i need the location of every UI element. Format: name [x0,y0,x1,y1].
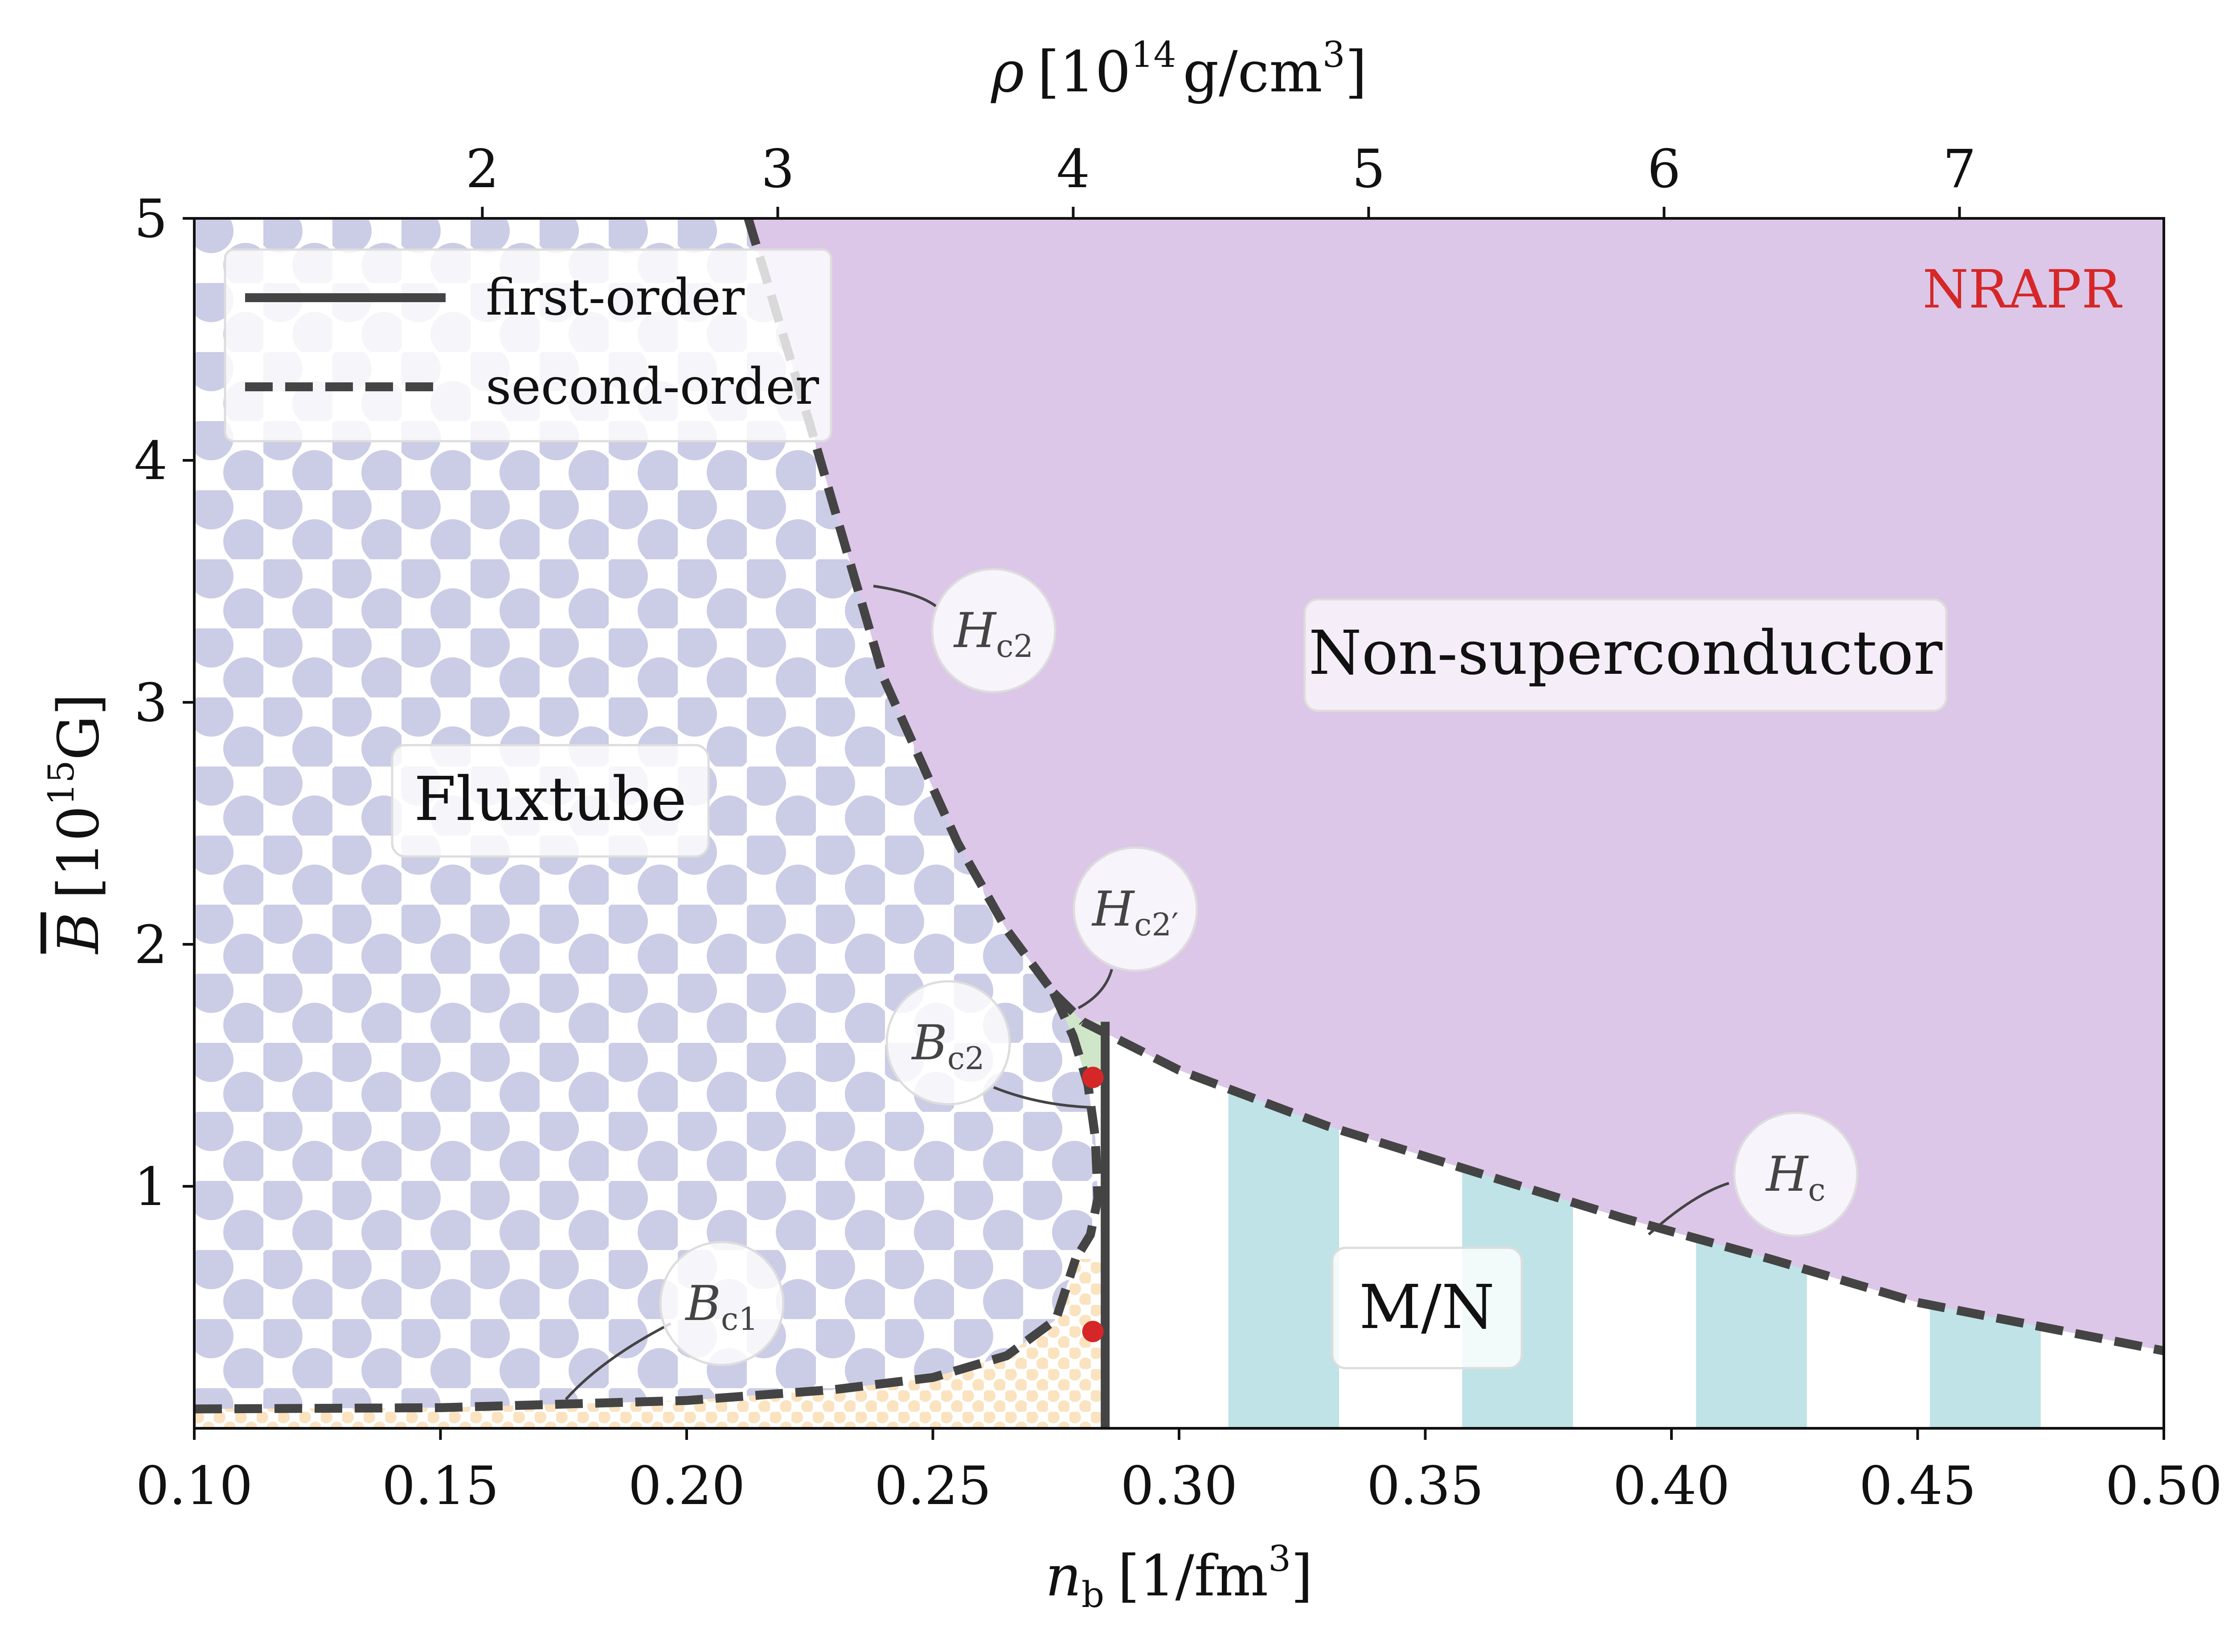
y-tick-label: 5 [134,188,168,250]
x-axis-label-unit: [1/fm [1118,1543,1268,1609]
region-label-mn-box [1331,1246,1523,1369]
phase-boundary-curves [194,218,2164,1428]
curve-label-hc-sub: c [1808,1172,1825,1208]
legend-second-order-label: second-order [486,358,819,416]
top-tick-label: 3 [761,138,795,200]
curve-bc1 [194,1257,1080,1414]
top-axis-label-exp2: 3 [1323,34,1345,75]
x-axis-label-close: ] [1291,1543,1313,1609]
x-tick-label: 0.40 [1613,1455,1730,1517]
curve-label-bc1-text: Bc1 [684,1276,758,1337]
curve-label-bc1-sub: c1 [721,1301,758,1337]
curve-label-bc1-main: B [684,1276,721,1332]
curve-label-bc1-leader [565,1322,672,1400]
curve-label-hc2prime-text: Hc2′ [1091,881,1179,943]
y-tick-label: 3 [134,672,168,734]
bottom-axis-ticks: 0.10 0.15 0.20 0.25 0.30 0.35 0.40 0.45 0.50 [136,1428,2223,1517]
x-tick-label: 0.25 [874,1455,991,1517]
y-axis-label-exp: 15 [41,760,82,806]
top-axis-label-unit2: g/cm [1183,39,1323,105]
curve-label-bc2-bubble [885,980,1011,1106]
curve-label-bc1-bubble [659,1241,785,1366]
top-tick-label: 7 [1943,138,1976,200]
x-tick-label: 0.30 [1121,1455,1238,1517]
region-label-non-superconductor-box [1303,598,1948,712]
curve-label-hc2prime-leader [1077,969,1113,1009]
x-tick-label: 0.10 [136,1455,253,1517]
curve-bc2 [1049,991,1102,1262]
y-tick-label: 2 [134,914,168,976]
curve-label-hc2-text: Hc2 [953,603,1033,664]
curve-label-bc2-sub: c2 [947,1040,985,1077]
y-axis-label: B [1015G] [41,693,111,955]
curve-label-bc2: Bc2 [885,980,1092,1109]
region-label-fluxtube-text: Fluxtube [414,764,687,835]
curve-label-hc2-leader [873,585,937,607]
region-label-non-superconductor: Non-superconductor [1303,598,1948,712]
curve-label-bc2-main: B [911,1015,947,1071]
x-axis-label-var: n [1045,1543,1081,1609]
curve-label-bc1: Bc1 [565,1241,785,1400]
curve-label-hc2prime: Hc2′ [1073,846,1198,1009]
curve-label-hc-leader [1647,1182,1729,1236]
top-axis-label-unit: [10 [1037,39,1131,105]
region-label-mn: M/N [1331,1246,1523,1369]
curve-label-bc2-text: Bc2 [911,1015,984,1077]
x-tick-label: 0.45 [1859,1455,1976,1517]
curve-label-hc2prime-sub: c2′ [1134,906,1179,943]
x-axis-label: nb [1/fm3] [1045,1538,1313,1615]
x-tick-label: 0.20 [628,1455,745,1517]
curve-label-hc-bubble [1733,1111,1859,1237]
region-label-non-superconductor-text: Non-superconductor [1309,618,1943,689]
top-axis-label: ρ [1014 g/cm3] [990,34,1367,105]
y-axis-label-unit: [10 [46,806,111,899]
top-tick-label: 5 [1352,138,1385,200]
curve-hc [1081,1017,2164,1356]
x-tick-label: 0.50 [2105,1455,2223,1517]
y-tick-label: 1 [134,1156,168,1217]
x-axis-label-exp: 3 [1268,1538,1291,1579]
left-axis-ticks: 1 2 3 4 5 [134,188,194,1217]
curve-label-hc: Hc [1647,1111,1859,1237]
model-label: NRAPR [1922,258,2122,320]
region-label-fluxtube-box [391,744,710,858]
top-tick-label: 2 [466,138,499,200]
curve-label-hc2prime-bubble [1073,846,1198,972]
x-tick-label: 0.35 [1367,1455,1484,1517]
non-superconductor-region [748,218,2164,1351]
x-axis-label-sub: b [1081,1574,1104,1615]
top-axis-label-exp: 14 [1131,34,1176,75]
curve-label-hc-main: H [1765,1147,1809,1202]
top-tick-label: 4 [1057,138,1090,200]
region-label-mn-text: M/N [1359,1272,1495,1343]
legend: first-order second-order [224,248,832,443]
region-label-fluxtube: Fluxtube [391,744,710,858]
curve-label-hc2-main: H [953,603,997,659]
y-axis-label-var: B [46,912,111,955]
top-axis-label-close: ] [1345,39,1367,105]
curve-label-hc2-bubble [931,568,1057,693]
critical-points [1082,1066,1104,1342]
legend-first-order-label: first-order [486,269,745,327]
curve-label-hc-text: Hc [1765,1147,1825,1208]
top-axis-ticks: 2345678 [466,138,1976,218]
y-tick-label: 4 [134,430,168,492]
curve-label-hc2: Hc2 [873,568,1057,693]
x-tick-label: 0.15 [382,1455,499,1517]
curve-label-hc2prime-main: H [1091,881,1135,937]
curve-label-hc2-sub: c2 [996,628,1033,664]
y-axis-label-unit2: G] [46,693,111,760]
curve-label-bc2-leader [993,1086,1092,1109]
critical-point [1082,1320,1104,1342]
top-axis-label-var: ρ [990,39,1024,105]
top-tick-label: 6 [1647,138,1681,200]
critical-point [1082,1066,1104,1088]
